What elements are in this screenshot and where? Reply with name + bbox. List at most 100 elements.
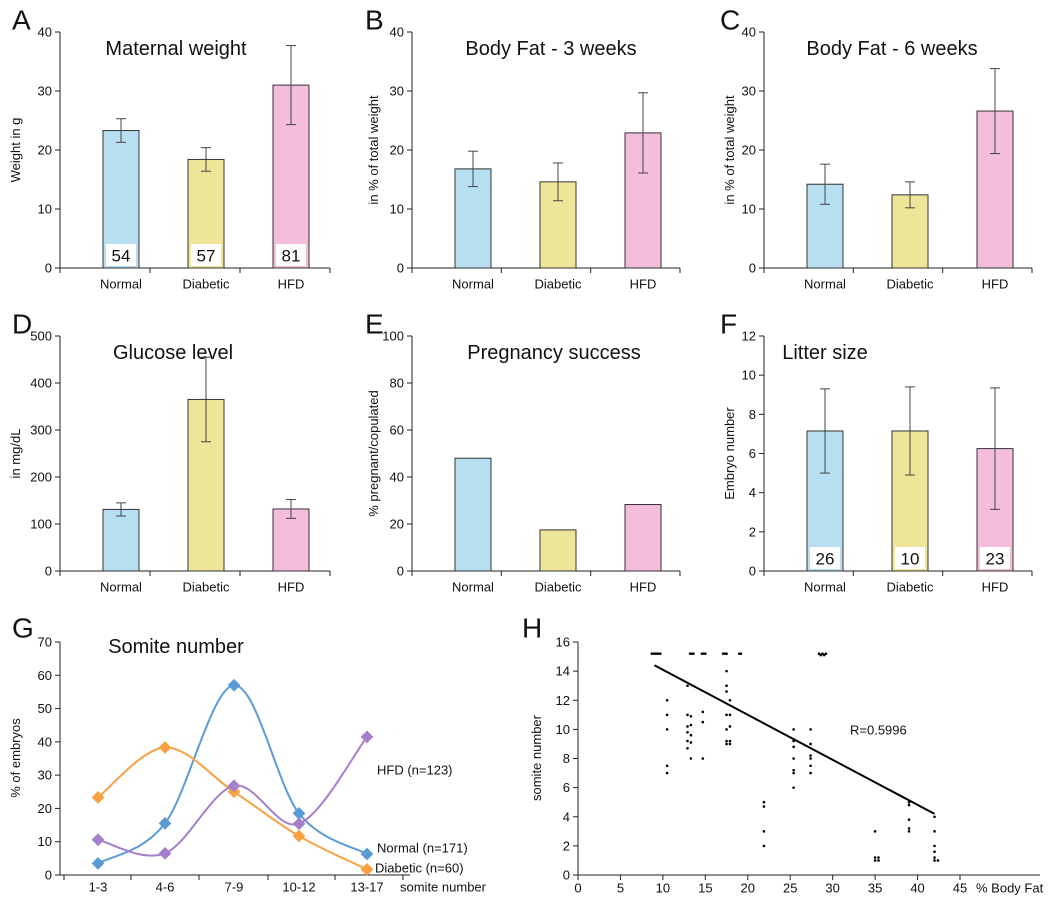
y-tick-label: 4 <box>749 485 756 500</box>
bar-hfd <box>272 508 310 572</box>
panel-title: Litter size <box>782 342 868 364</box>
y-tick-label: 10 <box>556 722 570 737</box>
scatter-point <box>792 786 795 789</box>
scatter-point <box>877 859 880 862</box>
scatter-point <box>689 741 693 744</box>
y-axis-label: in mg/dL <box>8 429 23 479</box>
panel-letter: E <box>365 309 384 340</box>
scatter-point <box>873 856 877 859</box>
series-point <box>91 833 105 847</box>
y-axis-label: Embryo number <box>722 407 737 500</box>
category-label: 1-3 <box>89 880 108 895</box>
panel-title: Somite number <box>108 636 244 658</box>
y-tick-label: 80 <box>390 376 404 391</box>
scatter-point <box>817 652 821 655</box>
y-tick-label: 500 <box>30 329 52 344</box>
category-label: HFD <box>982 580 1009 595</box>
scatter-point <box>821 652 824 655</box>
x-tick-label: 40 <box>910 881 924 896</box>
scatter-point <box>686 747 689 750</box>
series-label: Normal (n=171) <box>377 841 468 856</box>
y-tick-label: 12 <box>742 329 756 344</box>
scatter-point <box>665 771 669 775</box>
scatter-point <box>728 698 732 702</box>
scatter-point <box>792 771 795 775</box>
scatter-point <box>907 818 911 821</box>
scatter-point <box>809 742 812 746</box>
scatter-point <box>739 652 743 655</box>
scatter-point <box>725 652 728 655</box>
scatter-point <box>792 728 795 731</box>
y-tick-label: 40 <box>38 734 52 749</box>
series-point <box>360 862 374 876</box>
scatter-point <box>728 742 732 746</box>
correlation-annotation: R=0.5996 <box>850 723 907 738</box>
y-tick-label: 12 <box>556 693 570 708</box>
scatter-point <box>701 710 705 714</box>
scatter-point <box>762 844 766 848</box>
n-label-box <box>106 244 136 266</box>
scatter-point <box>873 830 877 833</box>
category-label: 4-6 <box>156 880 175 895</box>
y-tick-label: 0 <box>45 868 52 883</box>
scatter-point <box>933 859 936 862</box>
category-label: HFD <box>982 277 1009 292</box>
category-label: 7-9 <box>225 880 244 895</box>
panel-title: Body Fat - 6 weeks <box>806 38 977 60</box>
scatter-point <box>686 739 689 743</box>
n-label-box <box>276 244 306 266</box>
scatter-point <box>665 698 669 702</box>
scatter-point <box>725 742 728 746</box>
y-tick-label: 4 <box>563 809 570 824</box>
y-tick-label: 0 <box>45 261 52 276</box>
scatter-point <box>659 652 662 655</box>
x-tick-label: 45 <box>953 881 967 896</box>
panel-d: D Glucose level in mg/dL 0 100 200 300 400 500 No… <box>8 309 331 595</box>
scatter-point <box>933 850 936 853</box>
scatter-point <box>704 652 707 655</box>
scatter-point <box>877 856 880 859</box>
scatter-point <box>933 856 936 859</box>
bar-hfd <box>624 503 662 572</box>
y-axis-label: in % of total weight <box>366 95 381 205</box>
scatter-point <box>725 713 728 717</box>
panel-letter: B <box>365 5 384 36</box>
y-tick-label: 40 <box>390 25 404 40</box>
category-label: Normal <box>452 277 494 292</box>
scatter-point <box>692 652 695 655</box>
scatter-point <box>933 830 936 833</box>
panel-title: Body Fat - 3 weeks <box>465 38 636 60</box>
category-label: Diabetic <box>887 580 934 595</box>
panel-letter: F <box>720 309 737 340</box>
x-tick-label: 15 <box>698 881 712 896</box>
y-tick-label: 70 <box>38 635 52 650</box>
scatter-point <box>701 757 705 760</box>
scatter-point <box>809 728 812 731</box>
y-tick-label: 400 <box>30 376 52 391</box>
panel-letter: G <box>12 613 34 644</box>
category-label: Normal <box>804 277 846 292</box>
y-tick-label: 30 <box>742 84 756 99</box>
series-label: Diabetic (n=60) <box>375 861 464 876</box>
bar-diabetic <box>539 529 577 572</box>
panel-e: E Pregnancy success % pregnant/copulated 0 2… <box>365 309 681 595</box>
n-label-box <box>191 244 221 266</box>
scatter-point <box>762 830 766 833</box>
y-tick-label: 60 <box>38 668 52 683</box>
category-label: Normal <box>804 580 846 595</box>
series-point <box>227 678 241 692</box>
category-label: HFD <box>630 277 657 292</box>
category-label: 13-17 <box>350 880 383 895</box>
scatter-point <box>936 859 940 862</box>
x-tick-label: 5 <box>617 881 624 896</box>
series-point <box>158 847 172 860</box>
scatter-point <box>822 653 826 657</box>
panel-b: B Body Fat - 3 weeks in % of total weight 0… <box>365 5 681 292</box>
n-label-box <box>895 547 925 569</box>
scatter-point <box>728 713 732 717</box>
y-tick-label: 10 <box>742 368 756 383</box>
n-label: 23 <box>986 550 1005 569</box>
bar-normal <box>454 457 492 572</box>
